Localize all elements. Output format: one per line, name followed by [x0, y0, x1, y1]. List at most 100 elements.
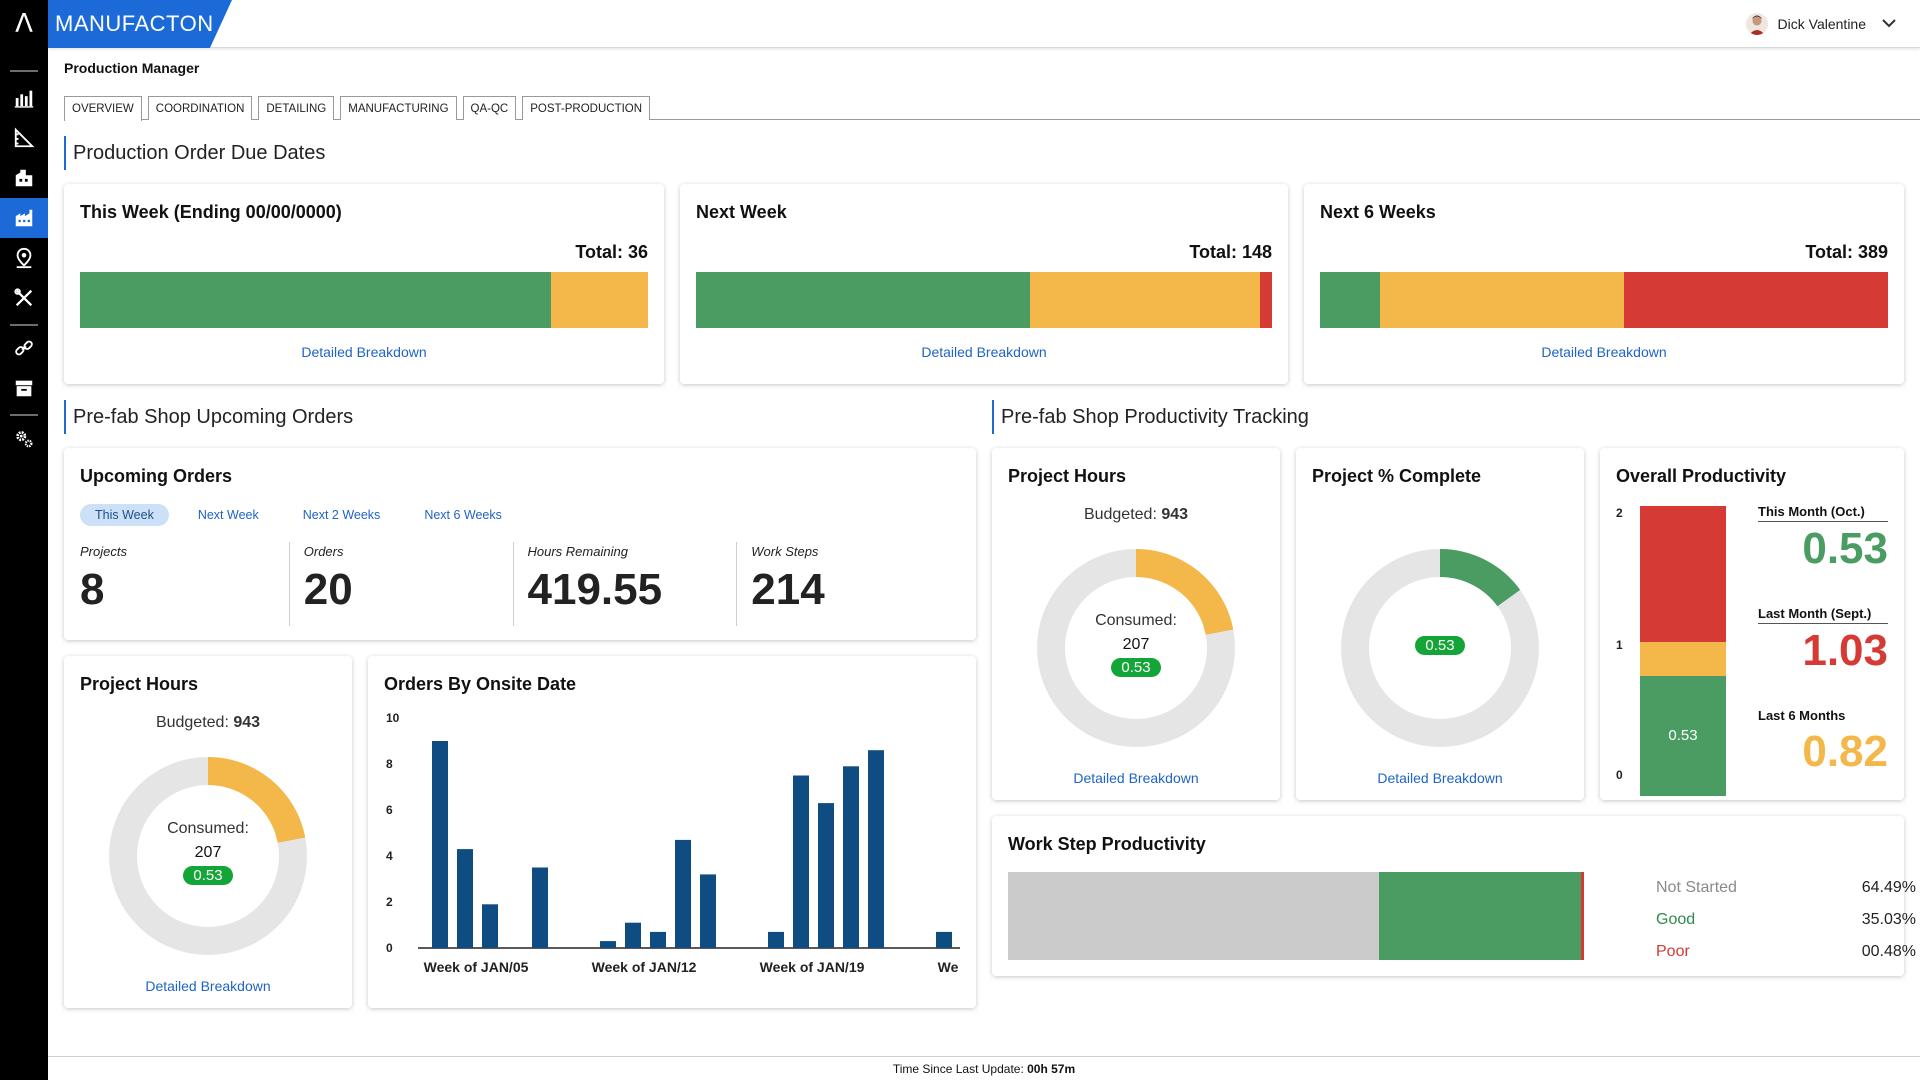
detailed-breakdown-link[interactable]: Detailed Breakdown: [1541, 344, 1667, 360]
axis-tick: 0: [1616, 768, 1623, 782]
chart-bar[interactable]: [936, 931, 952, 948]
nav-location-icon[interactable]: [0, 238, 48, 278]
due-stacked-bar: [80, 272, 648, 328]
donut-arc: [1341, 549, 1539, 747]
project-complete-card: Project % Complete 0.53 Detailed Breakdo…: [1296, 448, 1584, 800]
tab-detailing[interactable]: DETAILING: [258, 96, 335, 120]
orders-chart-card: Orders By Onsite Date 10 8 6 4 2 0 Week of JAN…: [368, 656, 976, 1008]
bar-segment-at-risk: [551, 272, 648, 328]
bar-segment-late: [1623, 272, 1888, 328]
chart-bar[interactable]: [868, 750, 884, 948]
card-title: Project Hours: [80, 674, 199, 694]
filter-this-week[interactable]: This Week: [80, 504, 169, 526]
card-title: Overall Productivity: [1616, 466, 1787, 486]
chevron-down-icon[interactable]: [1882, 15, 1896, 33]
page-title: Production Manager: [64, 60, 200, 76]
budget-label: Budgeted:: [1083, 506, 1157, 523]
chart-bar[interactable]: [482, 904, 498, 948]
due-card-this-week: This Week (Ending 00/00/0000) Total: 36 …: [64, 184, 664, 384]
axis-tick: 2: [1616, 506, 1623, 520]
chart-bar[interactable]: [457, 849, 473, 948]
productivity-stacked-bar: 0.53: [1640, 506, 1726, 796]
total-count: Total: 36: [575, 242, 648, 262]
detailed-breakdown-link[interactable]: Detailed Breakdown: [145, 978, 271, 994]
nav-settings-icon[interactable]: [0, 418, 48, 458]
brand-name[interactable]: MANUFACTON: [48, 0, 232, 48]
stat-work-steps: Work Steps 214: [736, 542, 960, 626]
chart-bar[interactable]: [432, 741, 448, 948]
metric-value: 0.82: [1802, 727, 1888, 776]
ratio-badge: 0.53: [1111, 658, 1161, 677]
chart-bar[interactable]: [768, 931, 784, 948]
hours-donut: [109, 757, 307, 955]
chart-bar[interactable]: [843, 766, 859, 948]
user-name: Dick Valentine: [1777, 16, 1866, 32]
status-footer: Time Since Last Update: 00h 57m: [48, 1056, 1920, 1080]
filter-next-week[interactable]: Next Week: [197, 508, 259, 522]
tab-manufacturing[interactable]: MANUFACTURING: [340, 96, 457, 120]
chart-bar[interactable]: [700, 874, 716, 948]
chart-bar[interactable]: [675, 839, 691, 948]
x-tick-label: Week of JAN/05: [424, 959, 529, 975]
chart-bar[interactable]: [600, 941, 616, 948]
user-menu[interactable]: Dick Valentine: [1745, 0, 1896, 48]
due-stacked-bar: [1320, 272, 1888, 328]
stat-hours-remaining: Hours Remaining 419.55: [512, 542, 737, 626]
nav-detailing-icon[interactable]: [0, 118, 48, 158]
chart-bar[interactable]: [650, 931, 666, 948]
legend-row: Poor 00.48%: [1656, 936, 1916, 968]
bar-segment-on-track: [80, 272, 552, 328]
ratio-badge: 0.53: [1415, 636, 1465, 655]
chart-title: Orders By Onsite Date: [384, 674, 577, 694]
detailed-breakdown-link[interactable]: Detailed Breakdown: [1377, 770, 1503, 786]
card-title: Next 6 Weeks: [1320, 202, 1436, 222]
donut-arc: [109, 757, 307, 955]
due-card-next-week: Next Week Total: 148 Detailed Breakdown: [680, 184, 1288, 384]
stat-label: Hours Remaining: [527, 544, 628, 559]
card-title: Upcoming Orders: [80, 466, 233, 486]
metric-value: 0.53: [1802, 524, 1888, 573]
nav-link-icon[interactable]: [0, 328, 48, 368]
bar-segment-on-track: [696, 272, 1031, 328]
donut-center: 0.53: [1296, 636, 1584, 655]
chart-bar[interactable]: [625, 922, 641, 948]
donut-center: Consumed: 207 0.53: [64, 820, 352, 885]
legend-label: Not Started: [1656, 879, 1737, 896]
filter-next-6-weeks[interactable]: Next 6 Weeks: [424, 508, 502, 522]
stat-value: 419.55: [527, 565, 663, 614]
y-tick-label: 10: [386, 711, 400, 725]
legend-label: Good: [1656, 911, 1696, 928]
y-tick-label: 8: [386, 757, 393, 771]
section-due-dates-heading: Production Order Due Dates: [64, 136, 325, 170]
consumed-label: Consumed:: [1095, 612, 1177, 629]
nav-divider: [10, 414, 38, 416]
nav-tools-icon[interactable]: [0, 278, 48, 318]
chart-bar[interactable]: [818, 803, 834, 948]
budget-label: Budgeted:: [155, 714, 229, 731]
app-logo-icon[interactable]: Λ: [15, 9, 33, 39]
nav-manufacturing-icon[interactable]: [0, 158, 48, 198]
tab-coordination[interactable]: COORDINATION: [147, 96, 253, 120]
complete-donut: [1341, 549, 1539, 747]
tab-qa-qc[interactable]: QA-QC: [462, 96, 517, 120]
detailed-breakdown-link[interactable]: Detailed Breakdown: [921, 344, 1047, 360]
chart-bar[interactable]: [532, 867, 548, 949]
tab-post-production[interactable]: POST-PRODUCTION: [522, 96, 651, 120]
nav-dashboard-icon[interactable]: [0, 78, 48, 118]
y-tick-label: 4: [386, 849, 393, 863]
stat-orders: Orders 20: [288, 542, 513, 626]
detailed-breakdown-link[interactable]: Detailed Breakdown: [1073, 770, 1199, 786]
filter-next-2-weeks[interactable]: Next 2 Weeks: [302, 508, 381, 522]
legend-value: 00.48%: [1861, 943, 1916, 960]
orders-bar-chart: 10 8 6 4 2 0 Week of JAN/05 Week of JAN/12 Week …: [386, 711, 960, 975]
bar-segment-late: [1260, 272, 1272, 328]
chart-bar[interactable]: [793, 775, 809, 949]
y-tick-label: 0: [386, 941, 393, 955]
stat-label: Work Steps: [751, 544, 819, 559]
nav-factory-icon[interactable]: [0, 198, 48, 238]
section-productivity-heading: Pre-fab Shop Productivity Tracking: [992, 400, 1309, 434]
detailed-breakdown-link[interactable]: Detailed Breakdown: [301, 344, 427, 360]
tab-overview[interactable]: OVERVIEW: [64, 96, 142, 121]
nav-archive-icon[interactable]: [0, 368, 48, 408]
metric-label: Last 6 Months: [1758, 708, 1846, 723]
